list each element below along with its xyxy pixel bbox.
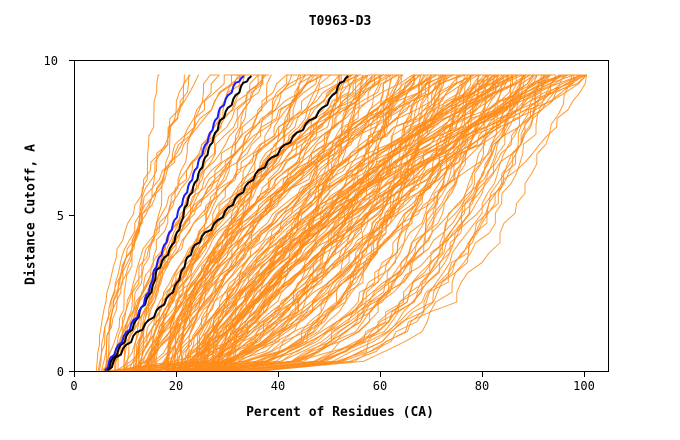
series-line-background [205, 74, 495, 371]
xtick-mark [380, 372, 381, 377]
series-line-background [239, 74, 510, 371]
series-line-background [114, 74, 246, 371]
series-line-background [149, 74, 403, 371]
xtick-mark [584, 372, 585, 377]
series-line-background [259, 74, 573, 371]
background-series-group [95, 74, 588, 371]
series-line-background [130, 75, 391, 371]
series-line-background [204, 74, 499, 371]
series-line-background [152, 74, 399, 371]
series-line-background [161, 74, 415, 371]
series-line-background [204, 74, 473, 371]
ytick-label-5: 5 [56, 209, 64, 223]
series-line-background [105, 74, 262, 371]
series-line-background [227, 74, 505, 371]
series-line-background [183, 74, 443, 371]
series-line-background [111, 75, 349, 371]
series-line-background [222, 74, 588, 371]
series-line-reference-model-blue [104, 75, 245, 371]
xtick-label-80: 80 [474, 379, 490, 393]
series-line-background [139, 74, 312, 371]
series-line-background [215, 74, 561, 371]
series-line-background [179, 74, 433, 371]
series-line-background [117, 74, 259, 371]
series-line-background [164, 75, 445, 371]
series-line-background [199, 74, 515, 371]
highlight-series-group [104, 75, 349, 371]
series-line-background [167, 74, 432, 371]
y-axis-label: Distance Cutoff, A [23, 144, 39, 285]
xtick-mark [278, 372, 279, 377]
series-line-background [135, 74, 382, 371]
series-line-background [207, 74, 488, 371]
series-line-background [103, 74, 219, 371]
xtick-label-20: 20 [168, 379, 184, 393]
ytick-mark [69, 215, 74, 216]
series-line-background [215, 74, 581, 371]
series-line-background [228, 74, 582, 371]
series-line-background [218, 74, 479, 371]
series-line-background [207, 74, 496, 371]
series-line-background [252, 74, 543, 371]
series-line-background [141, 74, 342, 371]
xtick-mark [176, 372, 177, 377]
plot-area [74, 60, 609, 372]
ytick-label-0: 0 [56, 365, 64, 379]
series-line-background [204, 74, 544, 371]
xtick-label-40: 40 [270, 379, 286, 393]
series-line-background [208, 74, 488, 371]
series-line-background [257, 74, 538, 371]
xtick-label-60: 60 [372, 379, 388, 393]
series-line-background [216, 74, 496, 371]
series-line-background [177, 74, 454, 371]
series-line-background [185, 74, 538, 371]
ytick-label-10: 10 [43, 54, 58, 68]
series-line-background [115, 75, 363, 371]
series-line-background [123, 74, 265, 371]
series-line-background [155, 74, 426, 371]
series-line-background [179, 74, 447, 371]
plot-svg [95, 74, 588, 371]
series-line-background [137, 74, 323, 371]
series-line-background [166, 74, 384, 371]
series-line-background [146, 74, 403, 371]
series-line-background [151, 74, 394, 371]
series-line-background [257, 74, 557, 371]
series-line-background [259, 75, 545, 371]
series-line-background [246, 74, 525, 371]
ytick-mark [69, 60, 74, 61]
series-line-background [132, 74, 318, 371]
series-line-background [95, 74, 199, 371]
series-line-background [106, 74, 239, 371]
xtick-label-0: 0 [70, 379, 78, 393]
xtick-label-100: 100 [573, 379, 595, 393]
series-line-background [106, 75, 342, 371]
xtick-mark [74, 372, 75, 377]
xtick-mark [482, 372, 483, 377]
series-line-background [130, 74, 357, 371]
series-line-background [167, 74, 403, 371]
series-line-background [185, 75, 440, 371]
chart-title: T0963-D3 [308, 14, 372, 29]
x-axis-label: Percent of Residues (CA) [246, 405, 434, 420]
series-line-background [165, 74, 438, 371]
series-line-background [259, 74, 546, 371]
series-line-background [151, 74, 400, 371]
series-line-background [191, 74, 519, 371]
series-line-best-model-black-right [107, 75, 349, 371]
series-line-background [230, 74, 513, 371]
series-line-background [171, 74, 446, 371]
series-line-background [228, 74, 582, 371]
series-line-background [195, 74, 444, 371]
series-line-background [133, 75, 357, 371]
series-line-background [141, 74, 420, 371]
series-line-background [136, 74, 316, 371]
ytick-mark [69, 371, 74, 372]
series-line-best-model-black-left [104, 75, 252, 371]
series-line-background [189, 74, 466, 371]
